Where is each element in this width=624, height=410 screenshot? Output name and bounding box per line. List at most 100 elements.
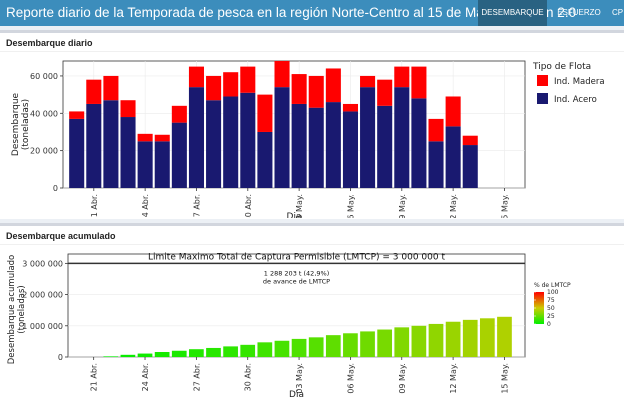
bar-madera bbox=[188, 66, 204, 88]
bar-acero bbox=[69, 118, 85, 188]
bar-madera bbox=[86, 79, 102, 104]
bar-acero bbox=[188, 87, 204, 188]
bar-acero bbox=[274, 87, 290, 188]
y-tick-label: 40 000 bbox=[30, 109, 58, 118]
bar-madera bbox=[274, 61, 290, 88]
bar-madera bbox=[360, 75, 376, 88]
bar-madera bbox=[411, 66, 427, 99]
daily-landing-chart: 0 20 000 40 000 60 000 21 Abr. 24 Abr. 27 Abr.… bbox=[11, 60, 605, 218]
bar-madera bbox=[240, 66, 256, 93]
box-divider bbox=[0, 244, 624, 245]
bar-acero bbox=[342, 111, 358, 188]
bar-acero bbox=[308, 107, 324, 188]
bar-acero bbox=[206, 100, 222, 188]
cumulative-bar bbox=[154, 352, 170, 357]
bar-madera bbox=[394, 66, 410, 88]
bar-acero bbox=[411, 98, 427, 188]
bar-acero bbox=[240, 92, 256, 188]
cumulative-bar bbox=[411, 325, 427, 357]
cumulative-bar bbox=[120, 354, 136, 357]
tab-esfuerzo-label: ESFUERZO bbox=[557, 8, 601, 17]
bar-acero bbox=[394, 87, 410, 188]
x-tick-label: 06 May. bbox=[346, 194, 355, 218]
cumulative-bar bbox=[394, 327, 410, 357]
x-tick-label: 12 May. bbox=[449, 363, 458, 394]
bar-madera bbox=[206, 75, 222, 101]
x-tick-label: 15 May. bbox=[500, 363, 509, 394]
bar-madera bbox=[257, 94, 273, 132]
cumulative-bar bbox=[223, 346, 238, 357]
bar-madera bbox=[103, 75, 119, 101]
cumulative-bar bbox=[291, 338, 307, 357]
cumulative-bar bbox=[445, 321, 461, 357]
cumulative-bar bbox=[103, 356, 119, 357]
cumulative-bar bbox=[377, 329, 393, 357]
x-tick-label: 27 Abr. bbox=[192, 363, 201, 391]
x-tick-label: 24 Abr. bbox=[141, 194, 150, 218]
bar-acero bbox=[223, 96, 239, 188]
tab-desembarque[interactable]: DESEMBARQUE bbox=[478, 0, 547, 26]
x-axis-label: Dia bbox=[287, 212, 302, 218]
bar-acero bbox=[325, 102, 341, 188]
y-tick-label: 1 000 000 bbox=[22, 322, 63, 331]
y-tick-label: 2 000 000 bbox=[22, 291, 63, 300]
legend-entry: Ind. Acero bbox=[554, 95, 597, 105]
box-divider bbox=[0, 51, 624, 52]
cumulative-bar bbox=[325, 335, 341, 357]
bar-madera bbox=[223, 72, 239, 97]
colorbar-tick-label: 50 bbox=[547, 305, 555, 312]
bar-madera bbox=[291, 74, 307, 104]
bar-madera bbox=[342, 103, 358, 112]
daily-box-title: Desembarque diario bbox=[6, 38, 93, 48]
y-tick-label: 60 000 bbox=[30, 72, 58, 81]
x-tick-label: 27 Abr. bbox=[192, 194, 201, 218]
bar-acero bbox=[445, 126, 461, 188]
x-tick-label: 03 May. bbox=[295, 194, 304, 218]
lmtcp-label: Limite Maximo Total de Captura Permisibl… bbox=[148, 252, 445, 262]
cumulative-bar bbox=[479, 318, 495, 357]
colorbar-tick-label: 75 bbox=[547, 297, 555, 304]
bar-madera bbox=[445, 96, 461, 127]
cumulative-bar bbox=[428, 323, 444, 357]
bar-madera bbox=[137, 133, 153, 142]
colorbar bbox=[534, 292, 544, 324]
x-tick-label: 03 May. bbox=[295, 363, 304, 394]
bar-acero bbox=[462, 145, 478, 188]
tab-cp[interactable]: CP bbox=[612, 0, 624, 26]
colorbar-tick-label: 25 bbox=[547, 313, 555, 320]
bar-acero bbox=[103, 100, 119, 188]
cumulative-box-title: Desembarque acumulado bbox=[6, 231, 116, 241]
y-tick-label: 0 bbox=[58, 353, 63, 362]
cumulative-bar bbox=[308, 337, 324, 357]
bar-acero bbox=[377, 105, 393, 188]
cumulative-landing-chart: Limite Maximo Total de Captura Permisibl… bbox=[7, 252, 571, 400]
bar-acero bbox=[137, 141, 153, 188]
legend-swatch bbox=[537, 75, 548, 86]
bar-madera bbox=[171, 105, 187, 123]
bar-acero bbox=[257, 131, 273, 188]
cumulative-bar bbox=[343, 333, 358, 357]
cumulative-bar bbox=[360, 331, 375, 357]
x-axis-label: Dia bbox=[289, 390, 304, 400]
y-tick-label: 3 000 000 bbox=[22, 259, 63, 268]
tab-desembarque-label: DESEMBARQUE bbox=[481, 8, 544, 17]
tab-esfuerzo[interactable]: ESFUERZO bbox=[553, 0, 605, 41]
bar-madera bbox=[69, 111, 85, 119]
bar-madera bbox=[462, 135, 478, 146]
bar-acero bbox=[171, 122, 187, 188]
bar-acero bbox=[360, 87, 376, 188]
colorbar-tick-label: 0 bbox=[547, 321, 551, 328]
tab-cp-label: CP bbox=[612, 8, 624, 17]
progress-annotation-sub: de avance de LMTCP bbox=[263, 277, 330, 285]
x-tick-label: 09 May. bbox=[398, 363, 407, 394]
cumulative-bar bbox=[206, 347, 221, 357]
legend-title: Tipo de Flota bbox=[532, 62, 591, 72]
cumulative-bar bbox=[189, 349, 204, 357]
bar-acero bbox=[291, 103, 307, 188]
y-axis-label-unit: (toneladas) bbox=[21, 99, 31, 150]
colorbar-tick-label: 100 bbox=[547, 289, 559, 296]
legend-entry: Ind. Madera bbox=[554, 77, 605, 87]
app-title: Reporte diario de la Temporada de pesca … bbox=[6, 5, 577, 20]
x-tick-label: 30 Abr. bbox=[244, 194, 253, 218]
x-tick-label: 30 Abr. bbox=[244, 363, 253, 391]
